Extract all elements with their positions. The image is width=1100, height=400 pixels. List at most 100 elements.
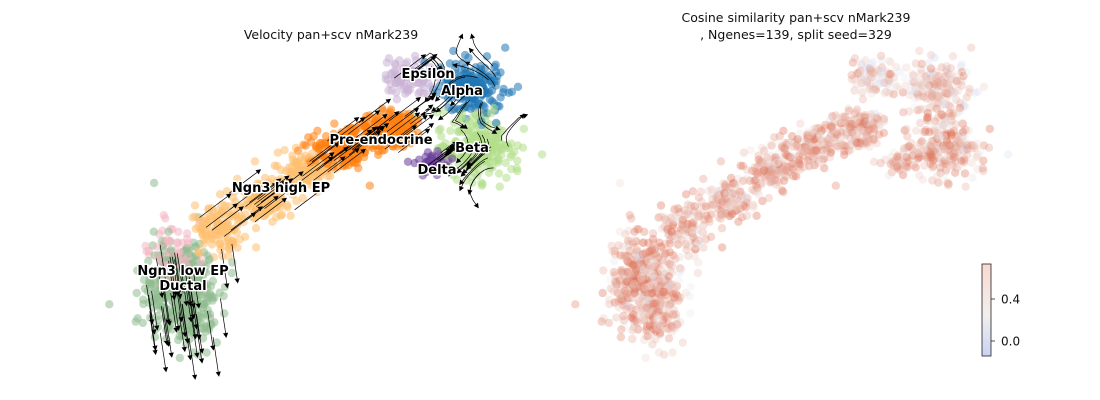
cell-point — [686, 201, 696, 210]
cell-point — [864, 113, 873, 122]
cell-point — [900, 73, 909, 83]
cell-point — [757, 168, 767, 177]
cell-point — [784, 152, 793, 161]
cell-point — [143, 268, 153, 277]
cell-point — [890, 158, 900, 167]
cell-point — [944, 139, 953, 148]
cell-point — [642, 260, 651, 270]
cell-point — [851, 129, 861, 139]
cell-point — [912, 86, 921, 95]
cell-point — [738, 213, 747, 222]
cell-point — [771, 156, 780, 165]
streamline — [207, 310, 214, 346]
cell-point — [880, 78, 889, 88]
cell-point — [947, 75, 956, 84]
cell-point — [897, 158, 907, 168]
cell-point — [934, 80, 943, 90]
cell-point — [655, 284, 664, 293]
cell-point — [803, 130, 812, 140]
streamline — [459, 129, 469, 160]
cell-point — [224, 252, 233, 261]
cell-point — [858, 95, 868, 104]
cell-point — [895, 165, 904, 174]
cell-point — [943, 89, 952, 99]
cell-point — [914, 153, 923, 162]
cell-point — [935, 154, 944, 163]
cell-point — [874, 67, 883, 77]
cell-point — [782, 166, 792, 175]
streamline — [472, 38, 494, 67]
cell-point — [657, 212, 666, 221]
cell-point — [665, 266, 675, 275]
cell-point — [937, 76, 946, 85]
cell-point — [250, 214, 259, 223]
cell-point — [728, 202, 737, 212]
stream-arrowhead — [238, 206, 244, 212]
cell-point — [928, 120, 937, 130]
cell-point — [890, 161, 900, 170]
cell-point — [664, 272, 673, 281]
cell-point — [860, 80, 870, 90]
cell-point — [913, 106, 922, 115]
cell-point — [652, 283, 661, 292]
cell-point — [624, 275, 633, 285]
cell-point — [717, 210, 726, 219]
cell-point — [670, 293, 679, 302]
cell-point — [659, 270, 669, 279]
cell-point — [867, 110, 876, 119]
cell-point — [933, 82, 942, 91]
cell-point — [892, 82, 902, 91]
cell-point — [933, 139, 942, 148]
cell-point — [936, 131, 945, 141]
cell-point — [942, 65, 952, 74]
cell-point — [649, 325, 658, 334]
cell-point — [761, 157, 770, 166]
cell-point — [654, 309, 663, 318]
cell-point — [638, 259, 647, 268]
cell-point — [688, 187, 697, 196]
cell-point — [702, 211, 711, 220]
cell-point — [616, 251, 625, 260]
cell-point — [754, 167, 764, 176]
cell-point — [941, 128, 951, 137]
cell-point — [705, 201, 714, 210]
cell-point — [290, 178, 300, 188]
cell-point — [928, 103, 937, 112]
cell-point — [659, 287, 668, 297]
cell-point — [944, 89, 953, 98]
cell-point — [948, 161, 957, 170]
cell-point — [640, 335, 649, 345]
cell-point — [164, 227, 173, 236]
cell-point — [661, 218, 670, 227]
cell-point — [941, 86, 950, 95]
cell-point — [670, 215, 680, 224]
cell-point — [454, 161, 463, 170]
cell-point — [647, 289, 656, 298]
cell-point — [637, 275, 646, 284]
cell-point — [726, 173, 736, 183]
cell-point — [642, 288, 651, 297]
cell-point — [645, 320, 654, 329]
cell-point — [671, 310, 681, 319]
cell-point — [938, 141, 947, 150]
cell-point — [728, 189, 737, 198]
cell-point — [978, 164, 987, 173]
cell-point — [927, 148, 937, 157]
cell-point — [756, 178, 766, 188]
cell-point — [635, 253, 644, 262]
cell-point — [948, 139, 957, 148]
stream-arrowhead — [199, 348, 205, 354]
cell-point — [796, 119, 805, 128]
cell-point — [936, 104, 945, 113]
cell-point — [633, 308, 642, 317]
cell-point — [614, 296, 623, 306]
cell-point — [666, 227, 676, 236]
cell-point — [859, 130, 868, 139]
cell-point — [859, 139, 868, 148]
cell-point — [865, 84, 874, 94]
cell-point — [624, 302, 634, 311]
cell-point — [684, 251, 693, 261]
cell-point — [665, 300, 675, 309]
stream-arrowhead — [255, 169, 262, 175]
cell-point — [767, 141, 776, 150]
